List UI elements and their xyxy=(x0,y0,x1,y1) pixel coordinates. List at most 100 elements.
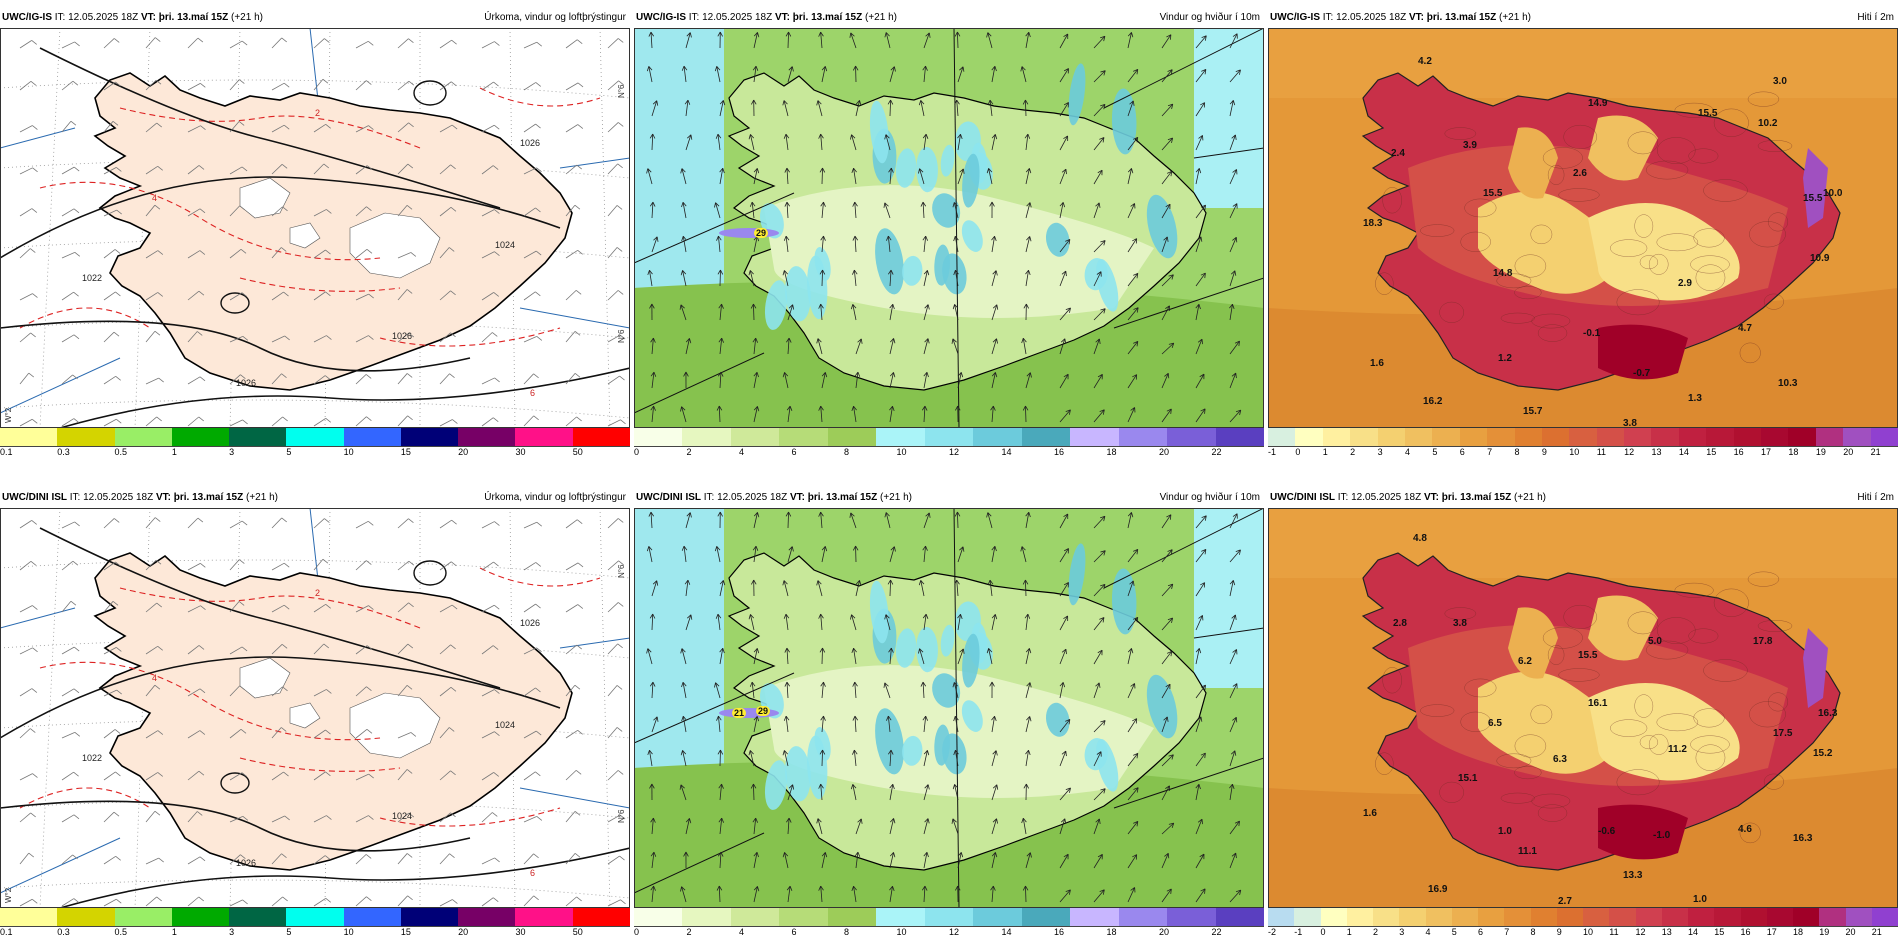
legend-swatch xyxy=(876,428,925,446)
panel-title: Hiti í 2m xyxy=(1857,12,1894,23)
legend-swatch xyxy=(1514,428,1542,446)
header-info: UWC/DINI ISL IT: 12.05.2025 18Z VT: þri.… xyxy=(1270,488,1546,508)
panel-header: UWC/DINI ISL IT: 12.05.2025 18Z VT: þri.… xyxy=(1268,488,1898,508)
legend-swatch xyxy=(1215,428,1265,446)
precip-legend: 0.1 0.3 0.5 1 3 5 10 15 20 30 50 xyxy=(0,908,630,940)
init-time-label: IT: xyxy=(688,12,700,23)
legend-tick-label: 5 xyxy=(286,927,292,937)
header-info: UWC/DINI ISL IT: 12.05.2025 18Z VT: þri.… xyxy=(2,488,278,508)
legend-tick-label: 14 xyxy=(1001,927,1012,937)
legend-swatch xyxy=(1871,908,1898,926)
legend-swatch xyxy=(572,428,630,446)
legend-tick-label: 1 xyxy=(1346,927,1352,937)
temperature-label: 3.8 xyxy=(1453,618,1467,629)
legend-swatch xyxy=(343,908,401,926)
temperature-label: 10.3 xyxy=(1778,378,1798,389)
legend-swatch xyxy=(400,908,459,926)
legend-tick-label: 20 xyxy=(1845,927,1856,937)
init-time-label: IT: xyxy=(1322,12,1334,23)
lead-time: (+21 h) xyxy=(865,12,897,23)
legend-swatch xyxy=(973,428,1022,446)
temp-legend: -2 -1 0 1 2 3 4 5 6 7 8 9 10 11 12 13 14 15 16 17 18 19 20 21 xyxy=(1268,908,1898,940)
legend-tick-label: 0.5 xyxy=(114,447,128,457)
map-wind[interactable]: 21 29 xyxy=(634,508,1264,908)
temperature-label: 16.2 xyxy=(1423,396,1443,407)
init-time: 12.05.2025 18Z xyxy=(68,12,139,23)
grid-coordinate-label: N°6 xyxy=(617,564,626,578)
legend-tick-label: 30 xyxy=(515,447,526,457)
legend-tick-label: 0 xyxy=(634,447,640,457)
legend-swatch xyxy=(171,428,230,446)
temperature-label: 15.5 xyxy=(1483,188,1503,199)
legend-tick-label: 9 xyxy=(1541,447,1547,457)
legend-tick-label: 14 xyxy=(1001,447,1012,457)
isobar-label: 1024 xyxy=(495,720,516,730)
legend-tick-label: 5 xyxy=(1432,447,1438,457)
temperature-label: 15.5 xyxy=(1578,650,1598,661)
legend-swatch xyxy=(1678,428,1707,446)
legend-swatch xyxy=(1021,428,1071,446)
isobar-label: 1024 xyxy=(495,240,516,250)
legend-tick-label: 19 xyxy=(1815,447,1826,457)
legend-labels: -1 0 1 2 3 4 5 6 7 8 9 10 11 12 13 14 15 16 17 18 19 20 21 xyxy=(1268,447,1898,459)
legend-swatch xyxy=(1021,908,1071,926)
legend-tick-label: 10 xyxy=(1583,927,1594,937)
legend-swatch xyxy=(1530,908,1557,926)
legend-tick-label: 8 xyxy=(843,447,849,457)
map-wind[interactable]: 29 xyxy=(634,28,1264,428)
temp-map-graphic xyxy=(1268,508,1898,908)
legend-tick-label: 12 xyxy=(1624,447,1635,457)
grid-coordinate-label: N°6 xyxy=(617,809,626,823)
map-precip[interactable]: 1024 1022 1024 1026 1026 4 2 6 N°6 N°6 W°2 xyxy=(0,508,630,908)
init-time: 12.05.2025 18Z xyxy=(1336,12,1407,23)
legend-tick-label: -1 xyxy=(1268,447,1277,457)
panel-temp-0: UWC/IG-IS IT: 12.05.2025 18Z VT: þri. 13… xyxy=(1268,8,1898,468)
temperature-label: 1.3 xyxy=(1688,393,1702,404)
precip-map-graphic xyxy=(0,28,630,428)
legend-swatch xyxy=(1761,428,1789,446)
legend-tick-label: 0 xyxy=(1320,927,1326,937)
precip-contour-label: 2 xyxy=(315,588,321,598)
legend-tick-label: 14 xyxy=(1688,927,1699,937)
grid-coordinate-label: N°6 xyxy=(617,84,626,98)
temperature-label: 14.8 xyxy=(1493,268,1513,279)
legend-swatch xyxy=(1714,908,1741,926)
panel-temp-1: UWC/DINI ISL IT: 12.05.2025 18Z VT: þri.… xyxy=(1268,488,1898,948)
panel-header: UWC/DINI ISL IT: 12.05.2025 18Z VT: þri.… xyxy=(0,488,630,508)
legend-tick-label: 4 xyxy=(1425,927,1431,937)
legend-swatch xyxy=(1635,908,1662,926)
legend-swatch xyxy=(1322,428,1351,446)
legend-swatch xyxy=(572,908,630,926)
legend-tick-label: 50 xyxy=(572,447,583,457)
temperature-label: 15.2 xyxy=(1813,748,1833,759)
legend-swatch xyxy=(1294,908,1321,926)
model-name: UWC/IG-IS xyxy=(1270,12,1320,23)
legend-tick-label: 21 xyxy=(1871,927,1882,937)
temperature-label: 11.1 xyxy=(1518,846,1537,857)
legend-tick-label: 18 xyxy=(1788,447,1799,457)
isobar-label: 1026 xyxy=(236,858,257,868)
precip-contour-label: 4 xyxy=(152,673,158,683)
legend-tick-label: 7 xyxy=(1487,447,1493,457)
legend-tick-label: 14 xyxy=(1678,447,1689,457)
legend-tick-label: 0.1 xyxy=(0,927,13,937)
temperature-label: 2.4 xyxy=(1391,148,1405,159)
legend-swatch xyxy=(1268,908,1295,926)
legend-labels: 0.1 0.3 0.5 1 3 5 10 15 20 30 50 xyxy=(0,447,630,459)
map-precip[interactable]: 1024 1022 1026 1026 1026 4 2 6 N°6 N°6 W°2 xyxy=(0,28,630,428)
legend-swatch xyxy=(458,908,516,926)
legend-swatch xyxy=(1541,428,1570,446)
temperature-label: 6.5 xyxy=(1488,718,1502,729)
legend-colorbar xyxy=(634,908,1265,927)
temperature-label: 17.5 xyxy=(1773,728,1793,739)
legend-tick-label: 6 xyxy=(1478,927,1484,937)
legend-tick-label: 13 xyxy=(1651,447,1662,457)
map-temp[interactable]: 4.2 3.0 14.9 15.5 10.2 2.4 3.9 2.6 15.5 18.3 15.5 1… xyxy=(1268,28,1898,428)
map-temp[interactable]: 4.8 2.8 3.8 6.2 15.5 5.0 17.8 16.1 6.5 17.5 16.3 15… xyxy=(1268,508,1898,908)
legend-tick-label: 50 xyxy=(572,927,583,937)
precip-contour-label: 6 xyxy=(530,388,536,398)
temperature-label: 4.7 xyxy=(1738,323,1752,334)
wind-legend: 0 2 4 6 8 10 12 14 16 18 20 22 xyxy=(634,908,1265,940)
legend-swatch xyxy=(1215,908,1265,926)
legend-tick-label: 20 xyxy=(1843,447,1854,457)
